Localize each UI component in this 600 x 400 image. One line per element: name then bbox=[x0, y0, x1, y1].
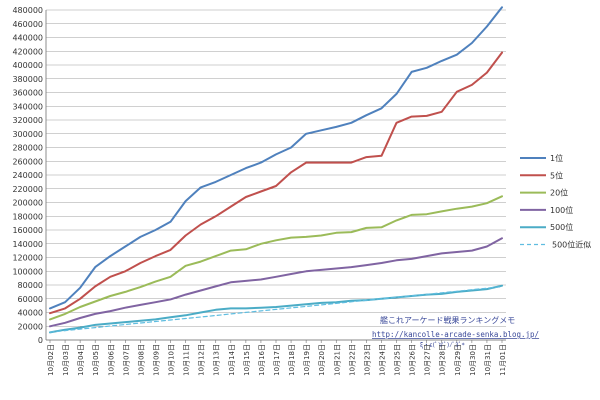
y-tick-label: 20000 bbox=[18, 322, 43, 331]
x-tick-label: 10月25日 bbox=[394, 344, 402, 376]
legend-label: 1位 bbox=[550, 153, 563, 163]
x-tick-label: 10月02日 bbox=[47, 344, 55, 376]
y-tick-label: 280000 bbox=[12, 144, 43, 153]
x-tick-label: 10月26日 bbox=[409, 344, 417, 376]
watermark: 艦これアーケード戦果ランキングメモ http://kancolle-arcade… bbox=[372, 315, 539, 349]
series-lines bbox=[49, 6, 503, 334]
y-tick-label: 0 bbox=[38, 336, 43, 345]
y-tick-label: 240000 bbox=[12, 171, 43, 180]
y-tick-label: 420000 bbox=[12, 47, 43, 56]
x-tick-label: 10月04日 bbox=[77, 344, 85, 376]
x-tick-label: 10月22日 bbox=[348, 344, 356, 376]
x-tick-label: 10月27日 bbox=[424, 344, 432, 376]
series-line bbox=[49, 195, 503, 321]
x-tick-label: 10月09日 bbox=[152, 344, 160, 376]
x-tick-label: 10月30日 bbox=[469, 344, 477, 376]
y-tick-label: 360000 bbox=[12, 89, 43, 98]
y-tick-label: 320000 bbox=[12, 116, 43, 125]
legend-label: 500位近似 bbox=[552, 240, 591, 250]
x-tick-label: 10月18日 bbox=[288, 344, 296, 376]
y-tick-label: 40000 bbox=[18, 309, 43, 318]
legend-label: 100位 bbox=[550, 205, 573, 215]
y-tick-label: 260000 bbox=[12, 157, 43, 166]
y-tick-label: 60000 bbox=[18, 295, 43, 304]
watermark-title: 艦これアーケード戦果ランキングメモ bbox=[380, 315, 515, 325]
x-tick-label: 10月06日 bbox=[107, 344, 115, 376]
legend-label: 20位 bbox=[550, 188, 568, 198]
y-tick-label: 400000 bbox=[12, 61, 43, 70]
axes bbox=[45, 10, 506, 343]
x-tick-label: 10月28日 bbox=[439, 344, 447, 376]
x-tick-label: 10月21日 bbox=[333, 344, 341, 376]
y-tick-label: 120000 bbox=[12, 254, 43, 263]
y-tick-label: 340000 bbox=[12, 102, 43, 111]
y-tick-labels: 0 20000 40000 60000 80000 100000 120000 140000 1… bbox=[12, 6, 43, 345]
watermark-url: http://kancolle-arcade-senka.blog.jp/ bbox=[372, 330, 539, 339]
y-tick-label: 200000 bbox=[12, 199, 43, 208]
x-tick-label: 10月11日 bbox=[183, 344, 191, 376]
x-tick-label: 10月03日 bbox=[62, 344, 70, 376]
series-line bbox=[49, 237, 503, 328]
y-tick-label: 480000 bbox=[12, 6, 43, 15]
series-line bbox=[49, 51, 503, 315]
x-tick-label: 10月16日 bbox=[258, 344, 266, 376]
y-tick-label: 100000 bbox=[12, 267, 43, 276]
y-tick-label: 220000 bbox=[12, 185, 43, 194]
y-tick-label: 80000 bbox=[18, 281, 43, 290]
x-tick-label: 10月12日 bbox=[198, 344, 206, 376]
x-tick-labels: 10月02日 10月03日 10月04日 10月05日 10月06日 10月07日 10月0… bbox=[47, 344, 507, 376]
watermark-emoticon: ξ・ε(ﾟ∀ﾟ)ﾉﾟ3ﾟ* bbox=[420, 342, 465, 349]
series-line bbox=[49, 6, 503, 310]
gridlines bbox=[46, 9, 506, 341]
x-tick-label: 10月31日 bbox=[484, 344, 492, 376]
x-tick-label: 10月13日 bbox=[213, 344, 221, 376]
x-tick-label: 10月07日 bbox=[122, 344, 130, 376]
x-tick-label: 10月10日 bbox=[168, 344, 176, 376]
x-tick-label: 10月05日 bbox=[92, 344, 100, 376]
y-tick-label: 180000 bbox=[12, 212, 43, 221]
x-tick-label: 10月14日 bbox=[228, 344, 236, 376]
x-tick-label: 10月19日 bbox=[303, 344, 311, 376]
x-tick-label: 10月17日 bbox=[273, 344, 281, 376]
x-tick-label: 10月08日 bbox=[137, 344, 145, 376]
x-tick-label: 10月24日 bbox=[378, 344, 386, 376]
legend: 1位 5位 20位 100位 500位 500位近似 bbox=[520, 153, 591, 250]
legend-label: 500位 bbox=[550, 222, 573, 232]
x-tick-label: 10月23日 bbox=[363, 344, 371, 376]
y-tick-label: 160000 bbox=[12, 226, 43, 235]
x-tick-label: 11月01日 bbox=[499, 344, 507, 376]
y-tick-label: 300000 bbox=[12, 130, 43, 139]
y-tick-label: 460000 bbox=[12, 20, 43, 29]
y-tick-label: 440000 bbox=[12, 34, 43, 43]
x-tick-label: 10月29日 bbox=[454, 344, 462, 376]
legend-label: 5位 bbox=[550, 170, 563, 180]
y-tick-label: 380000 bbox=[12, 75, 43, 84]
series-line bbox=[49, 286, 503, 333]
x-tick-label: 10月20日 bbox=[318, 344, 326, 376]
x-tick-label: 10月15日 bbox=[243, 344, 251, 376]
y-tick-label: 140000 bbox=[12, 240, 43, 249]
